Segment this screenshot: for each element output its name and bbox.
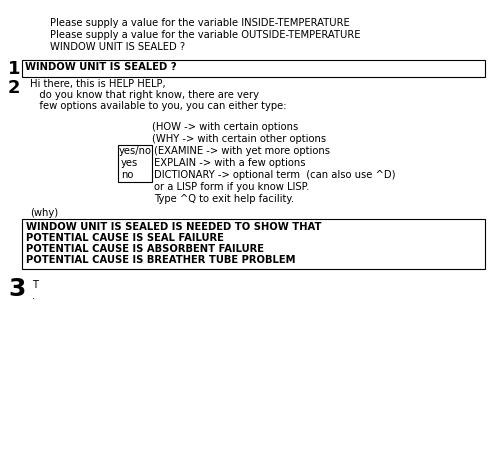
Text: T: T [32, 280, 38, 290]
Text: (EXAMINE -> with yet more options: (EXAMINE -> with yet more options [154, 146, 330, 156]
Text: do you know that right know, there are very: do you know that right know, there are v… [30, 90, 259, 100]
Text: .: . [32, 291, 35, 301]
Text: DICTIONARY -> optional term  (can also use ^D): DICTIONARY -> optional term (can also us… [154, 170, 395, 180]
Bar [22, 219, 485, 269]
Text: Type ^Q to exit help facility.: Type ^Q to exit help facility. [154, 194, 294, 204]
Text: POTENTIAL CAUSE IS SEAL FAILURE: POTENTIAL CAUSE IS SEAL FAILURE [26, 233, 224, 243]
Text: (WHY -> with certain other options: (WHY -> with certain other options [152, 134, 326, 144]
Text: Please supply a value for the variable INSIDE-TEMPERATURE: Please supply a value for the variable I… [50, 18, 350, 28]
Bar [118, 145, 152, 182]
Text: few options available to you, you can either type:: few options available to you, you can ei… [30, 101, 286, 111]
Bar [22, 60, 485, 77]
Text: 2: 2 [8, 79, 21, 97]
Text: yes/no: yes/no [119, 146, 152, 156]
Text: POTENTIAL CAUSE IS ABSORBENT FAILURE: POTENTIAL CAUSE IS ABSORBENT FAILURE [26, 244, 264, 254]
Text: WINDOW UNIT IS SEALED ?: WINDOW UNIT IS SEALED ? [25, 62, 176, 72]
Text: (why): (why) [30, 208, 58, 218]
Text: 3: 3 [8, 277, 25, 301]
Text: (HOW -> with certain options: (HOW -> with certain options [152, 122, 298, 132]
Text: WINDOW UNIT IS SEALED ?: WINDOW UNIT IS SEALED ? [50, 42, 185, 52]
Text: or a LISP form if you know LISP.: or a LISP form if you know LISP. [154, 182, 310, 192]
Text: 1: 1 [8, 60, 21, 78]
Text: no: no [121, 170, 134, 180]
Text: POTENTIAL CAUSE IS BREATHER TUBE PROBLEM: POTENTIAL CAUSE IS BREATHER TUBE PROBLEM [26, 255, 295, 265]
Text: EXPLAIN -> with a few options: EXPLAIN -> with a few options [154, 158, 306, 168]
Text: Hi there, this is HELP HELP,: Hi there, this is HELP HELP, [30, 79, 166, 89]
Text: yes: yes [121, 158, 138, 168]
Text: WINDOW UNIT IS SEALED IS NEEDED TO SHOW THAT: WINDOW UNIT IS SEALED IS NEEDED TO SHOW … [26, 222, 321, 232]
Text: Please supply a value for the variable OUTSIDE-TEMPERATURE: Please supply a value for the variable O… [50, 30, 360, 40]
